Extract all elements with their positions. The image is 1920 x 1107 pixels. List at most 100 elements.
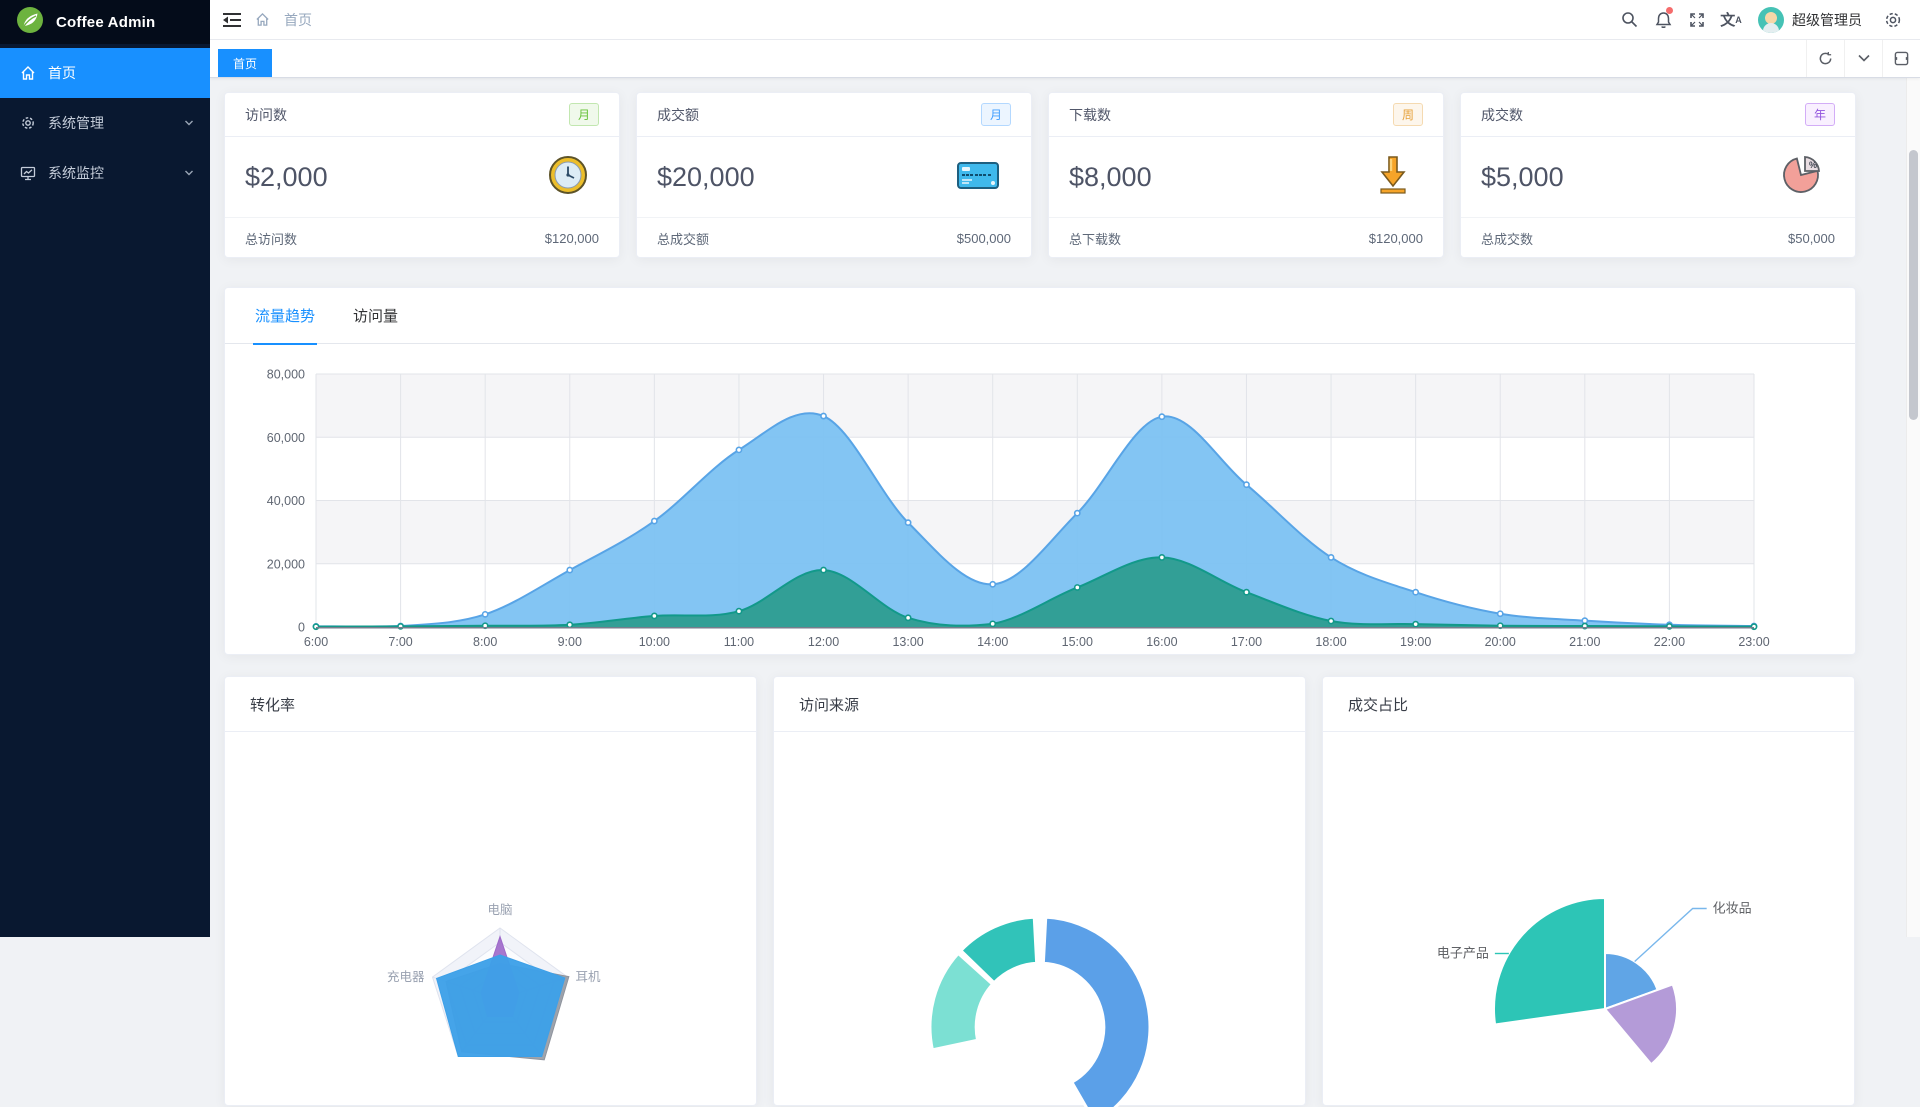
svg-text:19:00: 19:00 — [1400, 635, 1431, 649]
svg-text:10:00: 10:00 — [639, 635, 670, 649]
stat-footer-label: 总下载数 — [1069, 231, 1122, 247]
svg-text:15:00: 15:00 — [1062, 635, 1093, 649]
app-title: Coffee Admin — [56, 13, 156, 31]
svg-text:21:00: 21:00 — [1569, 635, 1600, 649]
trend-tabs: 流量趋势 访问量 — [225, 287, 1855, 345]
conversion-rate-card: 转化率 电脑 充电器 耳机 — [224, 676, 757, 1106]
svg-text:11:00: 11:00 — [724, 635, 754, 649]
period-badge: 月 — [568, 103, 599, 126]
deal-share-pie-chart[interactable]: 电子产品 化妆品 — [1323, 761, 1856, 1107]
svg-text:电脑: 电脑 — [487, 903, 512, 917]
visit-source-donut-chart[interactable] — [774, 761, 1307, 1107]
stat-title: 成交额 — [657, 106, 699, 123]
notification-dot — [1666, 6, 1673, 14]
svg-text:23:00: 23:00 — [1738, 635, 1769, 649]
visit-source-card: 访问来源 — [773, 676, 1307, 1107]
svg-text:12:00: 12:00 — [808, 635, 839, 649]
svg-text:%: % — [1809, 160, 1817, 170]
svg-text:14:00: 14:00 — [977, 635, 1008, 649]
spring-leaf-logo-icon — [16, 6, 44, 39]
card-title: 成交占比 — [1348, 696, 1409, 714]
stat-footer-label: 总成交数 — [1481, 231, 1534, 247]
stat-title: 下载数 — [1069, 106, 1111, 123]
period-badge: 年 — [1804, 103, 1835, 126]
sidebar-fold-icon[interactable] — [223, 12, 241, 28]
search-icon[interactable] — [1612, 0, 1646, 40]
stat-value: $2,000 — [245, 161, 328, 192]
period-badge: 周 — [1392, 103, 1423, 126]
svg-text:9:00: 9:00 — [558, 635, 582, 649]
monitor-icon — [20, 166, 36, 181]
stat-footer-label: 总成交额 — [657, 231, 710, 247]
svg-text:17:00: 17:00 — [1231, 635, 1262, 649]
svg-text:22:00: 22:00 — [1654, 635, 1685, 649]
stat-footer-value: $120,000 — [544, 230, 599, 246]
stat-title: 访问数 — [245, 106, 287, 123]
clock-icon — [547, 154, 589, 201]
chevron-down-icon — [185, 170, 193, 176]
deal-share-card: 成交占比 电子产品 化妆品 — [1322, 676, 1855, 1106]
download-icon — [1373, 154, 1413, 201]
fullscreen-icon[interactable] — [1680, 0, 1714, 40]
svg-text:充电器: 充电器 — [387, 969, 425, 984]
refresh-icon[interactable] — [1806, 39, 1844, 77]
svg-text:80,000: 80,000 — [267, 368, 305, 382]
tab-home[interactable]: 首页 — [218, 49, 273, 77]
breadcrumb[interactable]: 首页 — [284, 11, 312, 28]
stat-card-visits: 访问数 月 $2,000 总访问数 $120,000 — [224, 92, 620, 258]
tags-view-bar: 首页 — [210, 39, 1920, 78]
gear-icon — [22, 117, 34, 129]
stat-card-deals: 成交数 年 $5,000 % 总成交数 $50,000 — [1460, 92, 1856, 258]
avatar[interactable] — [1758, 6, 1784, 33]
gear-icon[interactable] — [1876, 0, 1910, 40]
scrollbar-thumb[interactable] — [1909, 150, 1918, 420]
stat-value: $20,000 — [657, 161, 755, 192]
sidebar-item-label: 首页 — [48, 65, 76, 81]
svg-text:18:00: 18:00 — [1315, 635, 1346, 649]
chevron-down-icon[interactable] — [1844, 39, 1882, 77]
stat-value: $8,000 — [1069, 161, 1152, 192]
tab-visits[interactable]: 访问量 — [353, 308, 399, 325]
svg-text:20,000: 20,000 — [267, 557, 305, 571]
sidebar: Coffee Admin 首页 系统管理 系统监控 — [0, 0, 210, 937]
period-badge: 月 — [980, 103, 1011, 126]
sidebar-menu: 首页 系统管理 系统监控 — [0, 44, 210, 198]
sidebar-item-home[interactable]: 首页 — [0, 48, 210, 98]
maximize-icon[interactable] — [1882, 39, 1920, 77]
stat-footer-value: $500,000 — [956, 230, 1011, 246]
main-content: 访问数 月 $2,000 总访问数 $120,000 成交额 月 $20,000 — [210, 78, 1906, 1107]
stat-title: 成交数 — [1481, 106, 1523, 123]
stat-footer-value: $120,000 — [1368, 230, 1423, 246]
bell-icon[interactable] — [1646, 0, 1680, 40]
traffic-area-chart[interactable]: 6:00 7:00 8:00 9:00 10:00 11:00 12:00 13:00 14:0… — [225, 344, 1857, 656]
username[interactable]: 超级管理员 — [1792, 11, 1862, 28]
svg-text:40,000: 40,000 — [267, 494, 305, 508]
svg-text:化妆品: 化妆品 — [1713, 901, 1752, 916]
svg-text:耳机: 耳机 — [576, 970, 602, 984]
svg-text:0: 0 — [298, 621, 305, 635]
sidebar-item-system-admin[interactable]: 系统管理 — [0, 98, 210, 148]
svg-text:8:00: 8:00 — [473, 635, 497, 649]
tab-traffic-trend[interactable]: 流量趋势 — [253, 287, 318, 345]
svg-text:6:00: 6:00 — [304, 635, 328, 649]
traffic-trend-card: 流量趋势 访问量 6:00 7:00 8:00 9:00 10:00 11:00 12:00… — [224, 287, 1856, 655]
pie-icon: % — [1781, 154, 1825, 201]
svg-text:60,000: 60,000 — [267, 431, 305, 445]
logo[interactable]: Coffee Admin — [0, 0, 210, 44]
breadcrumb-home-icon[interactable] — [255, 12, 270, 27]
sidebar-item-label: 系统监控 — [48, 165, 104, 181]
svg-text:7:00: 7:00 — [388, 635, 412, 649]
vertical-scrollbar[interactable] — [1906, 78, 1920, 937]
chevron-down-icon — [185, 120, 193, 126]
stat-footer-label: 总访问数 — [245, 231, 298, 247]
svg-text:16:00: 16:00 — [1146, 635, 1177, 649]
credit-card-icon — [955, 155, 1001, 200]
stat-card-downloads: 下载数 周 $8,000 总下载数 $120,000 — [1048, 92, 1444, 258]
stat-card-turnover: 成交额 月 $20,000 总成交额 $500,000 — [636, 92, 1032, 258]
sidebar-item-system-monitor[interactable]: 系统监控 — [0, 148, 210, 198]
card-title: 访问来源 — [799, 696, 860, 714]
home-icon — [21, 66, 35, 80]
